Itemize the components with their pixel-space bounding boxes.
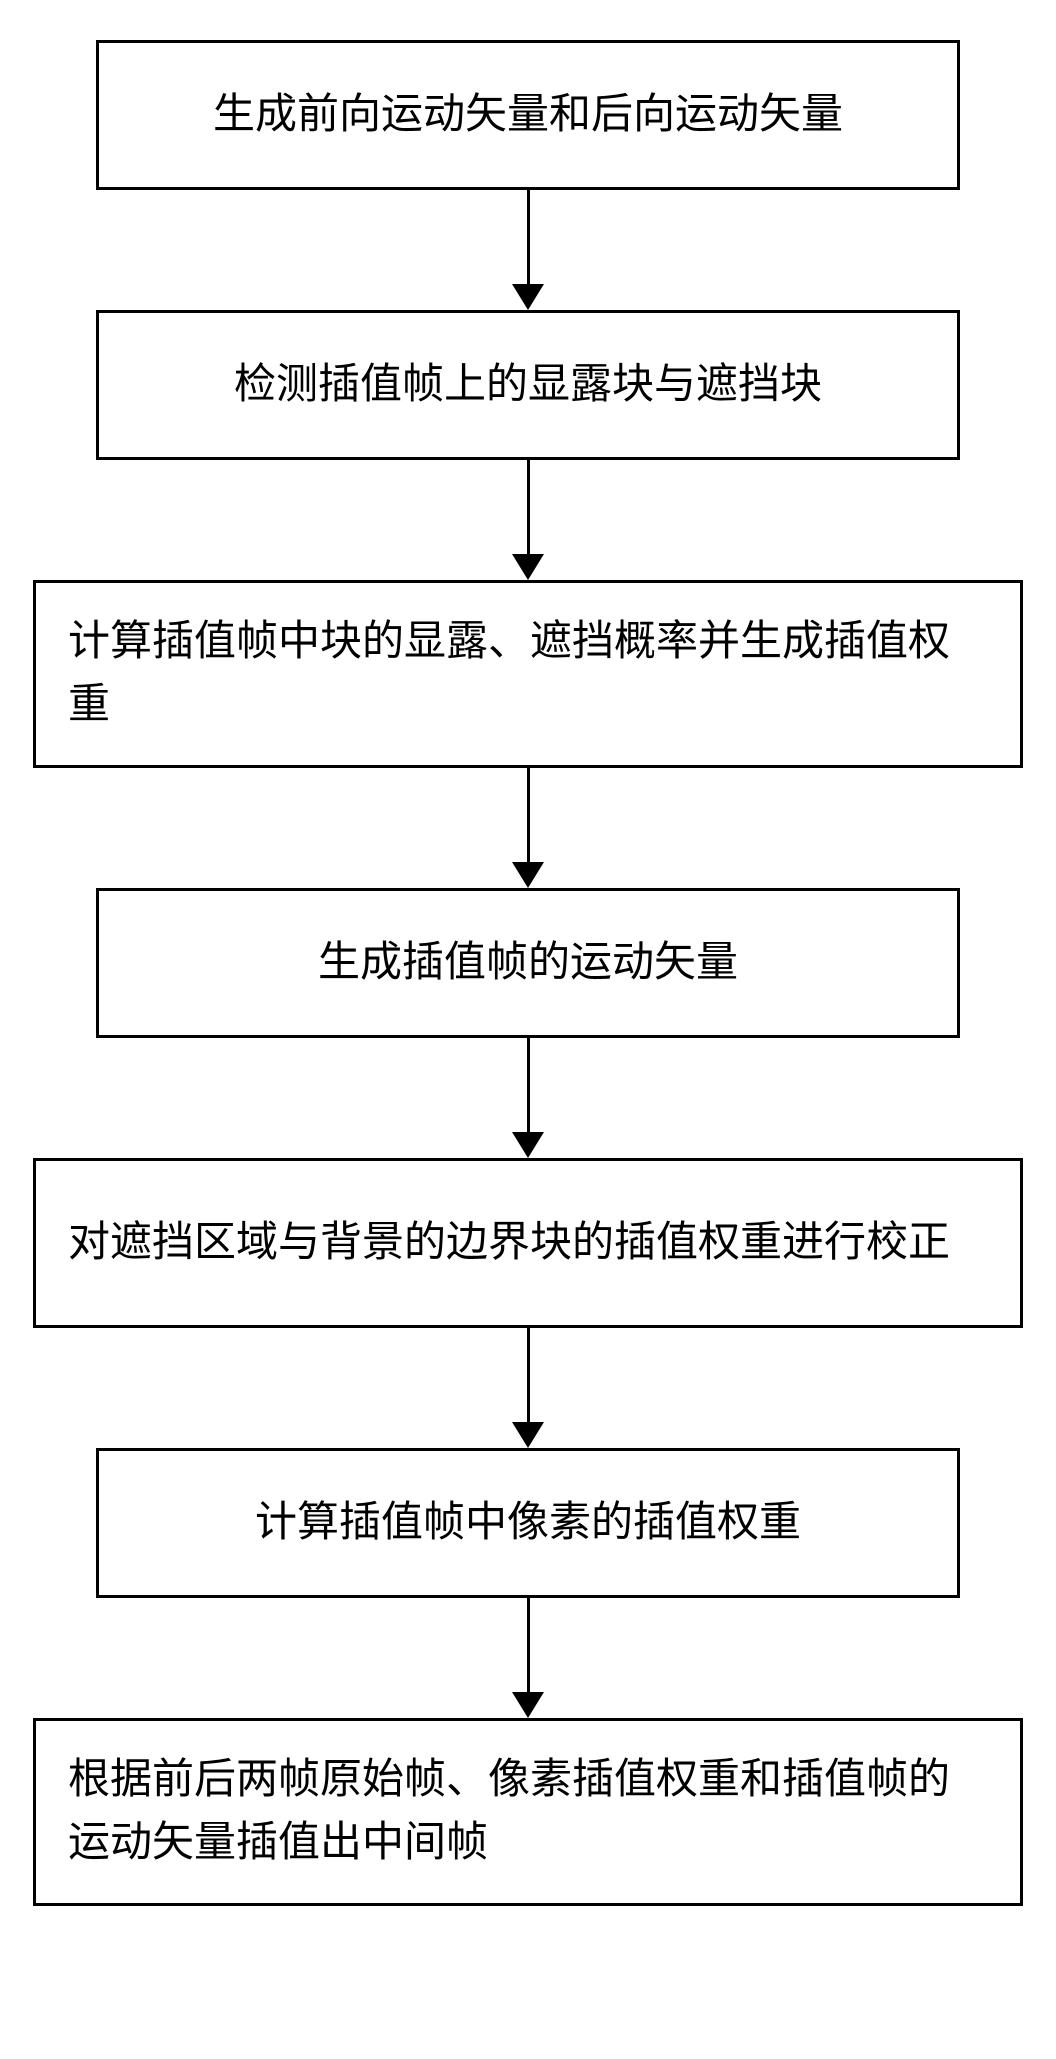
step-text: 对遮挡区域与背景的边界块的插值权重进行校正 bbox=[68, 1212, 950, 1275]
arrow-1 bbox=[512, 190, 544, 310]
step-text: 计算插值帧中像素的插值权重 bbox=[255, 1492, 801, 1555]
arrow-line bbox=[527, 1598, 530, 1692]
arrow-head-icon bbox=[512, 554, 544, 580]
step-text: 检测插值帧上的显露块与遮挡块 bbox=[234, 354, 822, 417]
step-text: 计算插值帧中块的显露、遮挡概率并生成插值权重 bbox=[68, 611, 988, 737]
step-text: 生成前向运动矢量和后向运动矢量 bbox=[213, 84, 843, 147]
arrow-line bbox=[527, 768, 530, 862]
arrow-line bbox=[527, 1328, 530, 1422]
step-box-1: 生成前向运动矢量和后向运动矢量 bbox=[96, 40, 960, 190]
arrow-6 bbox=[512, 1598, 544, 1718]
arrow-head-icon bbox=[512, 284, 544, 310]
step-box-7: 根据前后两帧原始帧、像素插值权重和插值帧的运动矢量插值出中间帧 bbox=[33, 1718, 1023, 1906]
arrow-line bbox=[527, 190, 530, 284]
flowchart-container: 生成前向运动矢量和后向运动矢量 检测插值帧上的显露块与遮挡块 计算插值帧中块的显… bbox=[20, 40, 1036, 1906]
arrow-3 bbox=[512, 768, 544, 888]
step-box-2: 检测插值帧上的显露块与遮挡块 bbox=[96, 310, 960, 460]
arrow-head-icon bbox=[512, 1422, 544, 1448]
arrow-line bbox=[527, 1038, 530, 1132]
step-box-6: 计算插值帧中像素的插值权重 bbox=[96, 1448, 960, 1598]
arrow-head-icon bbox=[512, 862, 544, 888]
arrow-2 bbox=[512, 460, 544, 580]
arrow-line bbox=[527, 460, 530, 554]
arrow-4 bbox=[512, 1038, 544, 1158]
arrow-head-icon bbox=[512, 1692, 544, 1718]
step-box-3: 计算插值帧中块的显露、遮挡概率并生成插值权重 bbox=[33, 580, 1023, 768]
step-text: 根据前后两帧原始帧、像素插值权重和插值帧的运动矢量插值出中间帧 bbox=[68, 1749, 988, 1875]
arrow-head-icon bbox=[512, 1132, 544, 1158]
step-box-5: 对遮挡区域与背景的边界块的插值权重进行校正 bbox=[33, 1158, 1023, 1328]
step-text: 生成插值帧的运动矢量 bbox=[318, 932, 738, 995]
step-box-4: 生成插值帧的运动矢量 bbox=[96, 888, 960, 1038]
arrow-5 bbox=[512, 1328, 544, 1448]
